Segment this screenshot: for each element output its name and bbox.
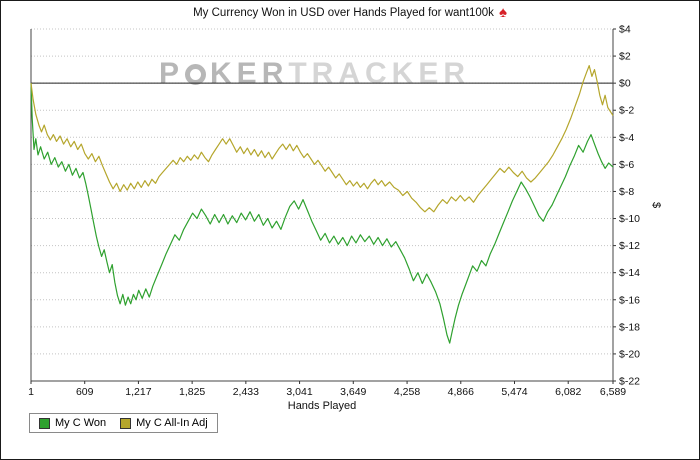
y-tick-label: $-16 xyxy=(619,294,640,306)
y-tick-label: $-12 xyxy=(619,240,640,252)
watermark-text-ker: KER xyxy=(210,57,289,90)
legend: My C Won My C All-In Adj xyxy=(29,413,218,433)
legend-label: My C All-In Adj xyxy=(136,417,208,429)
x-tick-label: 1,825 xyxy=(179,386,205,398)
x-tick-label: 2,433 xyxy=(233,386,259,398)
red-spade-icon: ♠ xyxy=(498,4,507,21)
poker-chip-icon xyxy=(185,63,207,85)
pokertracker-watermark: P KER TRACKER xyxy=(159,57,470,91)
y-tick-label: $-22 xyxy=(619,376,640,388)
x-tick-label: 1 xyxy=(28,386,34,398)
y-tick-label: $-8 xyxy=(619,186,634,198)
watermark-text-tracker: TRACKER xyxy=(288,57,471,90)
x-axis-title: Hands Played xyxy=(288,400,357,412)
x-tick-label: 6,082 xyxy=(555,386,581,398)
x-tick-label: 609 xyxy=(76,386,94,398)
legend-label: My C Won xyxy=(55,417,107,429)
y-tick-label: $-20 xyxy=(619,348,640,360)
y-tick-label: $-6 xyxy=(619,159,634,171)
legend-swatch-green xyxy=(39,417,50,429)
legend-swatch-olive xyxy=(120,417,132,429)
y-tick-label: $0 xyxy=(619,78,631,90)
legend-item-my-c-all-in-adj: My C All-In Adj xyxy=(120,417,208,429)
series-line-my-c-all-in-adj xyxy=(30,64,614,213)
y-tick-label: $-18 xyxy=(619,321,640,333)
y-tick-label: $4 xyxy=(619,24,631,36)
y-tick-label: $2 xyxy=(619,51,631,63)
x-tick-label: 6,589 xyxy=(600,386,626,398)
y-tick-label: $-14 xyxy=(619,267,640,279)
x-tick-label: 5,474 xyxy=(501,386,527,398)
y-tick-label: $-2 xyxy=(619,105,634,117)
legend-item-my-c-won: My C Won xyxy=(39,417,106,429)
watermark-text-p: P xyxy=(159,57,185,90)
x-tick-label: 3,041 xyxy=(286,386,312,398)
chart-header: My Currency Won in USD over Hands Played… xyxy=(1,5,699,20)
series-line-my-c-won xyxy=(30,83,614,344)
y-axis-title: $ xyxy=(650,202,662,208)
x-tick-label: 4,866 xyxy=(448,386,474,398)
chart-title: My Currency Won in USD over Hands Played… xyxy=(193,6,494,19)
x-tick-label: 1,217 xyxy=(125,386,151,398)
y-tick-label: $-10 xyxy=(619,213,640,225)
x-tick-label: 4,258 xyxy=(394,386,420,398)
y-tick-label: $-4 xyxy=(619,132,634,144)
x-tick-label: 3,649 xyxy=(340,386,366,398)
